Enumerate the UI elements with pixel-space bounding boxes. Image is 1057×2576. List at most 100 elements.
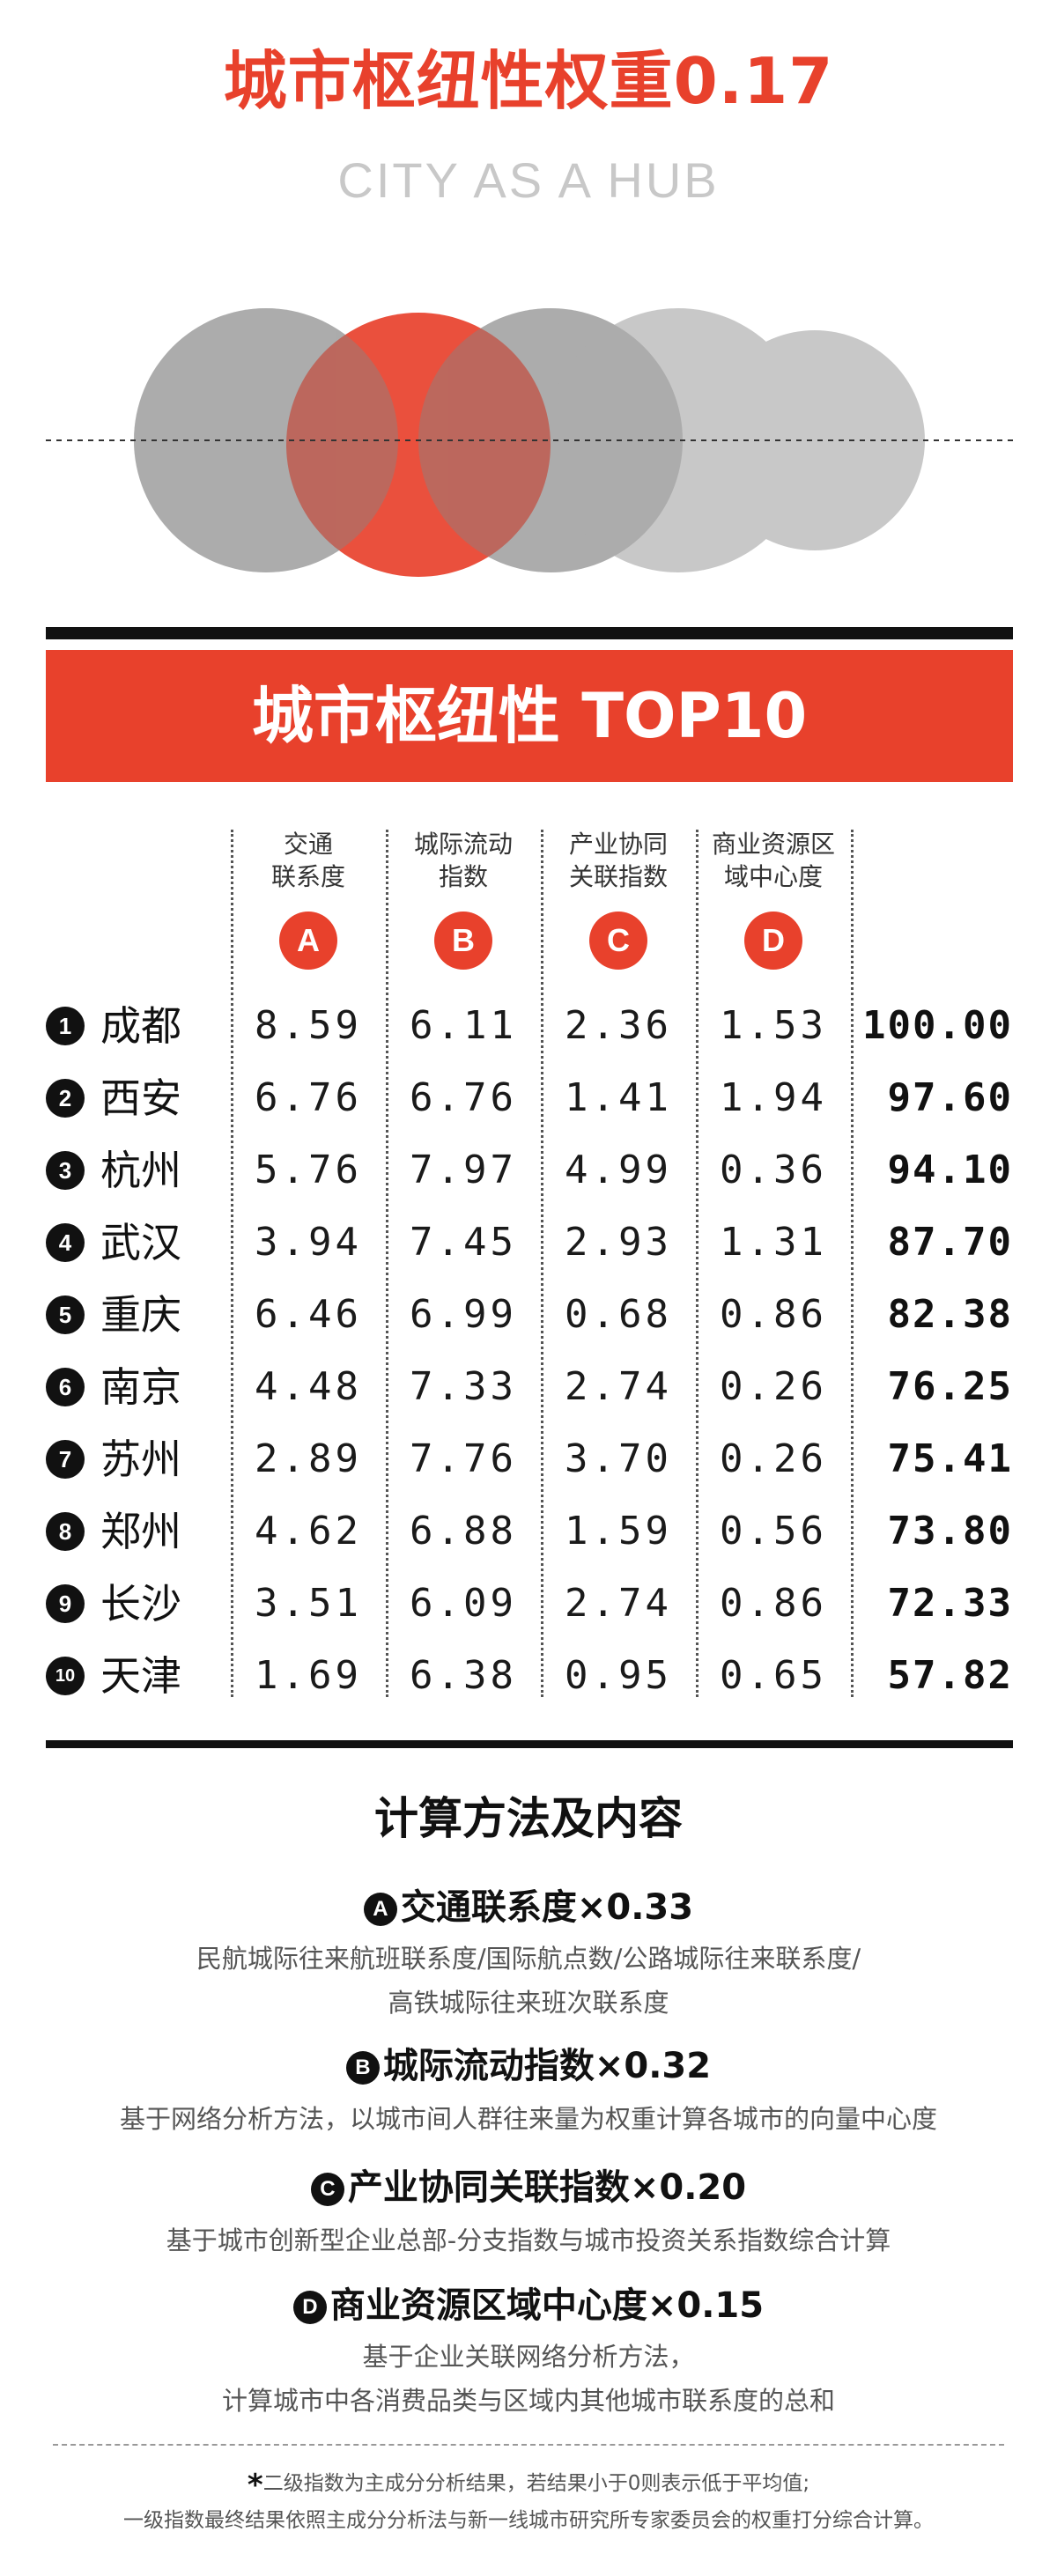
- footnote-star: *: [247, 2468, 263, 2503]
- value-b: 7.45: [410, 1220, 517, 1265]
- value-d: 0.26: [720, 1436, 827, 1481]
- value-a: 1.69: [255, 1653, 362, 1698]
- city-name: 成都: [100, 1002, 181, 1050]
- value-b: 7.33: [410, 1364, 517, 1409]
- table-row: 3 杭州 5.76 7.97 4.99 0.36 94.10: [0, 1135, 1057, 1206]
- rank-badge: 8: [46, 1512, 85, 1551]
- total-score: 87.70: [887, 1220, 1013, 1265]
- value-d: 1.53: [720, 1003, 827, 1048]
- rank-badge: 5: [46, 1295, 85, 1334]
- value-d: 1.31: [720, 1220, 827, 1265]
- col-header-a: 交通 联系度: [231, 828, 386, 893]
- method-heading-d-text: 商业资源区域中心度×0.15: [329, 2285, 765, 2326]
- value-b: 6.38: [410, 1653, 517, 1698]
- rank-badge: 9: [46, 1584, 85, 1623]
- total-score: 75.41: [887, 1436, 1013, 1481]
- value-b: 6.76: [410, 1075, 517, 1120]
- city-name: 西安: [100, 1074, 181, 1122]
- rank-badge: 2: [46, 1079, 85, 1118]
- top-rule: [46, 627, 1013, 639]
- method-heading-a: A 交通联系度×0.33: [0, 1883, 1057, 1932]
- footnote-line-2: 一级指数最终结果依照主成分分析法与新一线城市研究所专家委员会的权重打分综合计算。: [123, 2509, 934, 2532]
- rank-badge: 3: [46, 1151, 85, 1190]
- total-score: 57.82: [887, 1653, 1013, 1698]
- method-badge-b: B: [345, 2051, 380, 2085]
- col-b-line1: 城际流动: [413, 830, 513, 859]
- value-d: 0.86: [720, 1292, 827, 1337]
- rank-badge: 7: [46, 1440, 85, 1479]
- column-divider: [851, 830, 854, 1697]
- city-name: 长沙: [100, 1580, 181, 1628]
- value-c: 2.74: [565, 1364, 672, 1409]
- column-divider: [231, 830, 233, 1697]
- rank-badge: 10: [46, 1657, 85, 1695]
- value-c: 4.99: [565, 1148, 672, 1192]
- col-header-b: 城际流动 指数: [386, 828, 541, 893]
- col-a-line2: 联系度: [270, 862, 345, 891]
- badge-d: D: [744, 912, 802, 970]
- city-name: 郑州: [100, 1508, 181, 1555]
- circle-5: [705, 330, 925, 550]
- value-d: 0.86: [720, 1581, 827, 1626]
- value-c: 2.36: [565, 1003, 672, 1048]
- method-heading-b: B 城际流动指数×0.32: [0, 2041, 1057, 2091]
- method-heading-c-text: 产业协同关联指数×0.20: [347, 2167, 747, 2208]
- method-desc-a-2: 高铁城际往来班次联系度: [388, 1988, 669, 2018]
- footnote-text-1: 二级指数为主成分分析结果，若结果小于0则表示低于平均值;: [262, 2472, 810, 2495]
- badge-c: C: [589, 912, 647, 970]
- method-desc-d-2: 计算城市中各消费品类与区域内其他城市联系度的总和: [221, 2386, 835, 2416]
- method-desc-a-1: 民航城际往来航班联系度/国际航点数/公路城际往来联系度/: [196, 1944, 861, 1974]
- table-row: 10 天津 1.69 6.38 0.95 0.65 57.82: [0, 1641, 1057, 1711]
- table-row: 6 南京 4.48 7.33 2.74 0.26 76.25: [0, 1352, 1057, 1422]
- value-a: 6.76: [255, 1075, 362, 1120]
- hub-circles-graphic: [46, 308, 1013, 577]
- value-d: 0.65: [720, 1653, 827, 1698]
- value-d: 0.36: [720, 1148, 827, 1192]
- city-name: 天津: [100, 1652, 181, 1700]
- method-badge-c: C: [310, 2173, 344, 2206]
- value-a: 4.48: [255, 1364, 362, 1409]
- value-c: 3.70: [565, 1436, 672, 1481]
- value-c: 2.74: [565, 1581, 672, 1626]
- city-name: 苏州: [100, 1436, 181, 1483]
- col-d-line1: 商业资源区: [711, 830, 835, 859]
- total-score: 100.00: [862, 1003, 1013, 1048]
- column-divider: [696, 830, 699, 1697]
- value-c: 2.93: [565, 1220, 672, 1265]
- circle-2-accent: [286, 313, 551, 577]
- value-c: 1.59: [565, 1509, 672, 1554]
- bottom-rule: [46, 1740, 1013, 1748]
- method-heading-c: C 产业协同关联指数×0.20: [0, 2163, 1057, 2212]
- value-d: 0.56: [720, 1509, 827, 1554]
- city-name: 南京: [100, 1363, 181, 1411]
- badge-b: B: [434, 912, 492, 970]
- method-desc-c-1: 基于城市创新型企业总部-分支指数与城市投资关系指数综合计算: [166, 2225, 891, 2255]
- col-c-line2: 关联指数: [568, 862, 668, 891]
- total-score: 73.80: [887, 1509, 1013, 1554]
- method-desc-d-1: 基于企业关联网络分析方法，: [362, 2342, 695, 2372]
- total-score: 82.38: [887, 1292, 1013, 1337]
- rank-badge: 6: [46, 1368, 85, 1406]
- value-b: 7.76: [410, 1436, 517, 1481]
- col-b-line2: 指数: [438, 862, 488, 891]
- table-row: 7 苏州 2.89 7.76 3.70 0.26 75.41: [0, 1424, 1057, 1495]
- col-c-line1: 产业协同: [568, 830, 668, 859]
- value-a: 4.62: [255, 1509, 362, 1554]
- column-divider: [386, 830, 388, 1697]
- method-badge-a: A: [363, 1893, 397, 1926]
- col-header-d: 商业资源区 域中心度: [696, 828, 851, 893]
- value-a: 8.59: [255, 1003, 362, 1048]
- method-heading-a-text: 交通联系度×0.33: [400, 1887, 694, 1928]
- value-a: 3.94: [255, 1220, 362, 1265]
- dashed-divider: [53, 2444, 1004, 2446]
- value-c: 1.41: [565, 1075, 672, 1120]
- page-title: 城市枢纽性权重0.17: [223, 44, 834, 118]
- table-row: 1 成都 8.59 6.11 2.36 1.53 100.00: [0, 991, 1057, 1061]
- total-score: 94.10: [887, 1148, 1013, 1192]
- column-divider: [541, 830, 543, 1697]
- table-row: 8 郑州 4.62 6.88 1.59 0.56 73.80: [0, 1496, 1057, 1567]
- value-d: 1.94: [720, 1075, 827, 1120]
- method-heading-b-text: 城际流动指数×0.32: [382, 2046, 712, 2086]
- col-d-line2: 域中心度: [723, 862, 823, 891]
- value-b: 6.11: [410, 1003, 517, 1048]
